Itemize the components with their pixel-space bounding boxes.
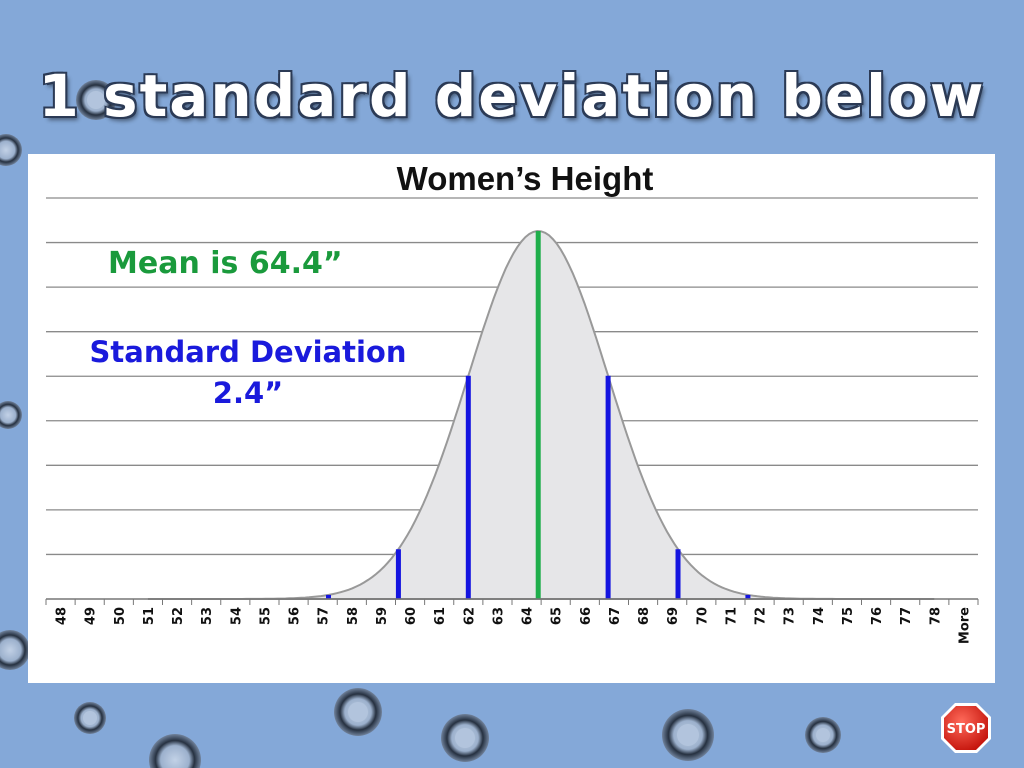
x-tick-label: 57 xyxy=(317,607,332,625)
x-tick-label: 58 xyxy=(346,607,361,625)
x-tick-label: More xyxy=(957,607,972,644)
x-tick-label: 71 xyxy=(724,607,739,625)
height-distribution-chart: Women’s Height 48 49 50 51 52 53 54 55 56 57 58 59 6… xyxy=(45,160,979,644)
stop-label: STOP xyxy=(947,722,986,737)
x-tick-label: 59 xyxy=(375,607,390,625)
x-tick-label: 76 xyxy=(870,607,885,625)
bell-curve-area xyxy=(147,229,935,600)
deviation-markers xyxy=(326,231,751,599)
x-tick-label: 72 xyxy=(754,607,769,625)
x-tick-label: 61 xyxy=(433,607,448,625)
x-tick-label: 70 xyxy=(695,607,710,625)
x-tick-label: 54 xyxy=(229,607,244,625)
x-axis-ticks: 48 49 50 51 52 53 54 55 56 57 58 59 60 61 62 63 64 65 66 67… xyxy=(45,599,979,644)
x-tick-label: 69 xyxy=(666,607,681,625)
x-tick-label: 53 xyxy=(200,607,215,625)
x-tick-label: 66 xyxy=(579,607,594,625)
x-tick-label: 62 xyxy=(462,607,477,625)
x-tick-label: 52 xyxy=(171,607,186,625)
stop-sign-icon: STOP xyxy=(941,703,991,753)
x-tick-label: 49 xyxy=(84,607,99,625)
sd-label: Standard Deviation xyxy=(89,335,407,369)
stop-button[interactable]: STOP xyxy=(940,702,992,754)
x-tick-label: 48 xyxy=(55,607,70,625)
x-tick-label: 56 xyxy=(288,607,303,625)
x-tick-label: 75 xyxy=(841,607,856,625)
mean-annotation: Mean is 64.4” xyxy=(108,246,343,281)
x-tick-label: 51 xyxy=(142,607,157,625)
x-tick-label: 60 xyxy=(404,607,419,625)
x-tick-label: 50 xyxy=(113,607,128,625)
x-tick-label: 55 xyxy=(258,607,273,625)
x-tick-label: 74 xyxy=(812,607,827,625)
standard-deviation-annotation: Standard Deviation 2.4” xyxy=(78,332,418,414)
x-tick-label: 73 xyxy=(783,607,798,625)
x-tick-label: 77 xyxy=(899,607,914,625)
x-tick-label: 65 xyxy=(550,607,565,625)
slide-title: 1 standard deviation below xyxy=(38,62,986,130)
x-tick-label: 67 xyxy=(608,607,623,625)
x-tick-label: 68 xyxy=(637,607,652,625)
x-tick-label: 78 xyxy=(928,607,943,625)
sd-value: 2.4” xyxy=(212,376,284,410)
decorative-bubbles xyxy=(0,80,841,768)
x-tick-label: 64 xyxy=(521,607,536,625)
chart-panel: Women’s Height 48 49 50 51 52 53 54 55 56 57 58 59 6… xyxy=(28,154,995,683)
x-tick-label: 63 xyxy=(491,607,506,625)
chart-title: Women’s Height xyxy=(397,160,654,197)
